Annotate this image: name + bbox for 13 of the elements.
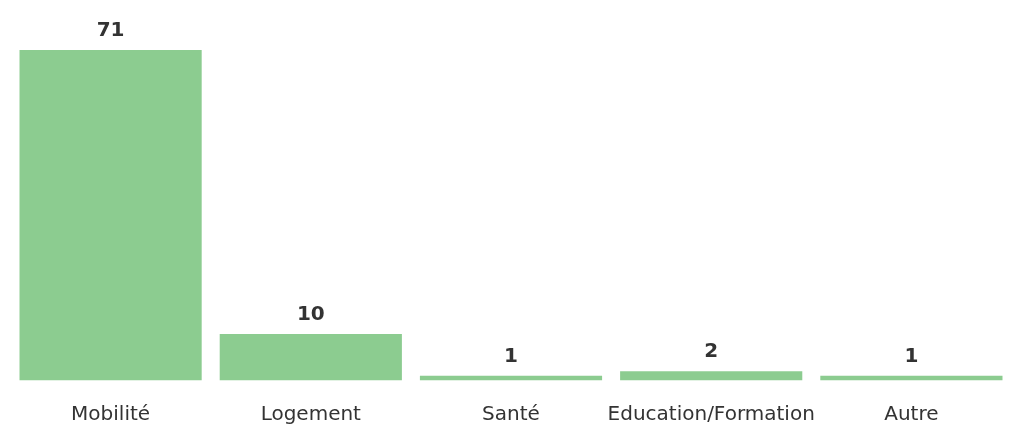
x-tick-label: Logement: [260, 400, 362, 425]
data-label: 1: [904, 342, 919, 367]
bar: [19, 50, 202, 381]
x-tick-label: Santé: [482, 400, 540, 425]
data-label: 1: [504, 342, 518, 367]
x-tick-label: Autre: [884, 400, 939, 425]
data-label: 10: [296, 300, 325, 325]
data-label: 71: [96, 17, 125, 42]
bar: [620, 371, 803, 381]
x-tick-label: Education/Formation: [607, 400, 815, 425]
x-tick-label: Mobilité: [71, 400, 151, 425]
data-label: 2: [704, 338, 719, 363]
bar: [219, 333, 402, 381]
